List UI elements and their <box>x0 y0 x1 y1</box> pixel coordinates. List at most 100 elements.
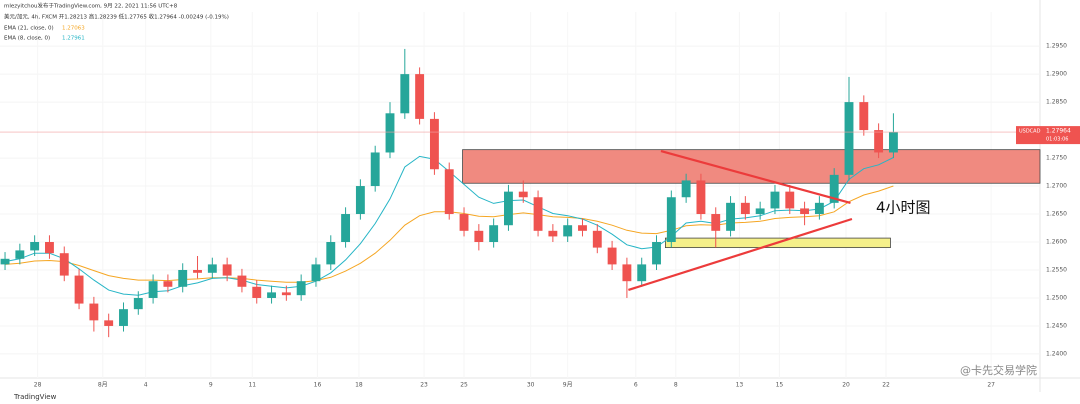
candle-body <box>355 186 365 215</box>
candle-body <box>429 118 439 170</box>
y-tick-label: 1.2600 <box>1046 239 1067 246</box>
candle-body <box>119 309 128 326</box>
candle-body <box>59 253 69 276</box>
y-tick-label: 1.2700 <box>1046 183 1067 190</box>
candle-body <box>15 250 25 259</box>
candle-body <box>666 197 676 243</box>
candle-body <box>178 269 188 287</box>
candle-body <box>74 275 84 304</box>
x-tick-label: 8月 <box>98 382 108 389</box>
legend-value: 1.27961 <box>62 36 85 42</box>
candle-body <box>163 281 173 287</box>
candle-body <box>504 191 513 226</box>
candle-body <box>785 191 795 209</box>
candle-body <box>267 292 276 298</box>
plot-area <box>0 12 1041 378</box>
candle-body <box>814 202 824 215</box>
candle-body <box>489 225 499 243</box>
candle-body <box>474 230 484 243</box>
x-tick-label: 9月 <box>563 382 573 389</box>
candle-body <box>237 275 247 287</box>
candle-body <box>548 230 558 237</box>
candle-body <box>607 247 617 265</box>
zone <box>462 149 1041 184</box>
legend-name: EMA (8, close, 0) <box>4 36 50 42</box>
candle-body <box>578 225 587 231</box>
x-tick-label: 27 <box>987 382 995 389</box>
annotation: 4小时图 <box>876 199 931 217</box>
candle-body <box>311 264 321 282</box>
legend-name: EMA (21, close, 0) <box>4 26 54 32</box>
y-tick-label: 1.2650 <box>1046 211 1067 218</box>
candle-body <box>385 113 395 153</box>
candle-body <box>459 214 469 231</box>
candle-body <box>874 130 884 153</box>
candle-body <box>652 242 661 265</box>
y-tick-label: 1.2500 <box>1046 294 1067 301</box>
candle-body <box>415 74 425 119</box>
candle-body <box>148 281 158 298</box>
x-tick-label: 22 <box>882 382 890 389</box>
y-tick-label: 1.2900 <box>1046 71 1067 78</box>
candle-body <box>207 264 217 273</box>
candle-body <box>296 281 306 296</box>
candle-body <box>844 102 854 175</box>
candle-body <box>696 180 706 215</box>
x-tick-label: 28 <box>34 382 42 389</box>
symbol-line: 美元/加元, 4h, FXCM 开1.28213 高1.28239 低1.277… <box>4 13 229 21</box>
candle-body <box>252 286 262 298</box>
candle-body <box>622 264 632 282</box>
x-tick-label: 20 <box>842 382 850 389</box>
x-tick-label: 4 <box>144 382 148 389</box>
candle-body <box>770 191 780 209</box>
x-tick-label: 25 <box>460 382 468 389</box>
candle-body <box>104 320 114 326</box>
x-tick-label: 15 <box>776 382 784 389</box>
candle-body <box>400 74 410 114</box>
y-tick-label: 1.2400 <box>1046 350 1067 357</box>
x-tick-label: 13 <box>736 382 744 389</box>
header: mlezyitchou发布于TradingView.com, 9月 22, 20… <box>4 2 178 10</box>
countdown: 01:03:06 <box>1046 137 1068 143</box>
candle-body <box>800 208 810 215</box>
last-price-label: 1.27964 <box>1046 128 1071 135</box>
candle-body <box>711 214 721 231</box>
candle-body <box>592 230 602 248</box>
x-tick-label: 8 <box>674 382 678 389</box>
x-tick-label: 30 <box>527 382 535 389</box>
candle-body <box>30 242 40 251</box>
candle-body <box>133 297 143 310</box>
y-tick-label: 1.2550 <box>1046 266 1067 273</box>
candle-body <box>45 242 54 254</box>
y-tick-label: 1.2950 <box>1046 43 1067 50</box>
x-tick-label: 23 <box>420 382 428 389</box>
last-price-box <box>1016 126 1080 145</box>
candle-body <box>281 292 291 296</box>
candle-body <box>326 242 336 265</box>
x-tick-label: 9 <box>209 382 213 389</box>
candle-body <box>518 191 528 198</box>
y-tick-label: 1.2850 <box>1046 99 1067 106</box>
x-tick-label: 6 <box>634 382 638 389</box>
candle-body <box>681 180 691 198</box>
x-tick-label: 16 <box>314 382 322 389</box>
candle-body <box>89 303 99 321</box>
candle-body <box>726 202 735 231</box>
candle-body <box>533 197 543 231</box>
candle-body <box>370 152 380 187</box>
candle-body <box>829 174 839 203</box>
candle-body <box>637 264 647 282</box>
credit: @卡先交易学院 <box>960 363 1037 377</box>
footer: TradingView <box>13 393 57 401</box>
legend-value: 1.27063 <box>62 26 85 32</box>
x-tick-label: 11 <box>248 382 256 389</box>
candle-body <box>888 132 898 153</box>
candle-body <box>755 208 765 215</box>
y-tick-label: 1.2750 <box>1046 155 1067 162</box>
trendline <box>628 217 853 292</box>
x-tick-label: 18 <box>355 382 363 389</box>
candle-body <box>740 202 750 215</box>
trendline <box>660 150 851 205</box>
candle-body <box>563 225 573 237</box>
